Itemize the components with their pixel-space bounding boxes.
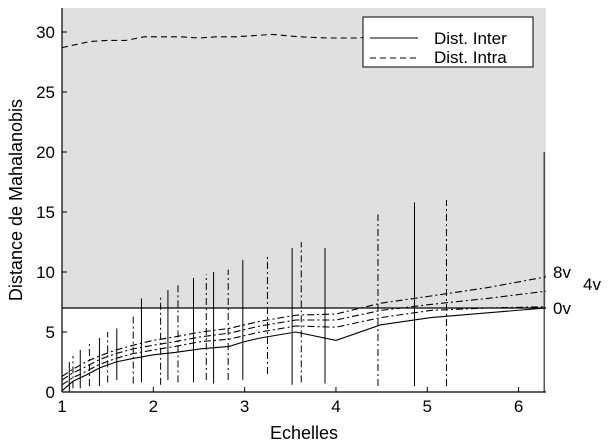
series-line [61, 290, 547, 381]
legend-box [362, 16, 534, 68]
x-tick-label: 3 [240, 397, 249, 416]
y-tick-label: 25 [36, 83, 55, 102]
x-tick-label: 5 [423, 397, 432, 416]
y-tick-label: 30 [36, 23, 55, 42]
x-tick-label: 2 [149, 397, 158, 416]
y-tick-label: 10 [36, 263, 55, 282]
series-line [61, 306, 547, 386]
annotation-4v: 4v [583, 275, 601, 294]
series-line [61, 276, 547, 377]
annotation-0v: 0v [553, 299, 571, 318]
x-tick-label: 1 [57, 397, 66, 416]
x-tick-label: 6 [514, 397, 523, 416]
x-tick-label: 4 [331, 397, 340, 416]
y-tick-label: 15 [36, 203, 55, 222]
y-tick-label: 5 [46, 323, 55, 342]
series-line [61, 307, 547, 392]
chart-marks [61, 33, 547, 392]
x-axis-label: Echelles [270, 423, 338, 443]
y-tick-label: 20 [36, 143, 55, 162]
y-axis-label: Distance de Mahalanobis [6, 99, 26, 301]
legend-label-inter: Dist. Inter [434, 29, 507, 48]
legend: Dist. Inter Dist. Intra [362, 16, 534, 68]
legend-label-intra: Dist. Intra [434, 48, 507, 67]
annotation-8v: 8v [553, 263, 571, 282]
chart-axes: 1 2 3 4 5 6 0 5 10 15 20 25 30 [36, 8, 546, 416]
y-tick-label: 0 [46, 383, 55, 402]
